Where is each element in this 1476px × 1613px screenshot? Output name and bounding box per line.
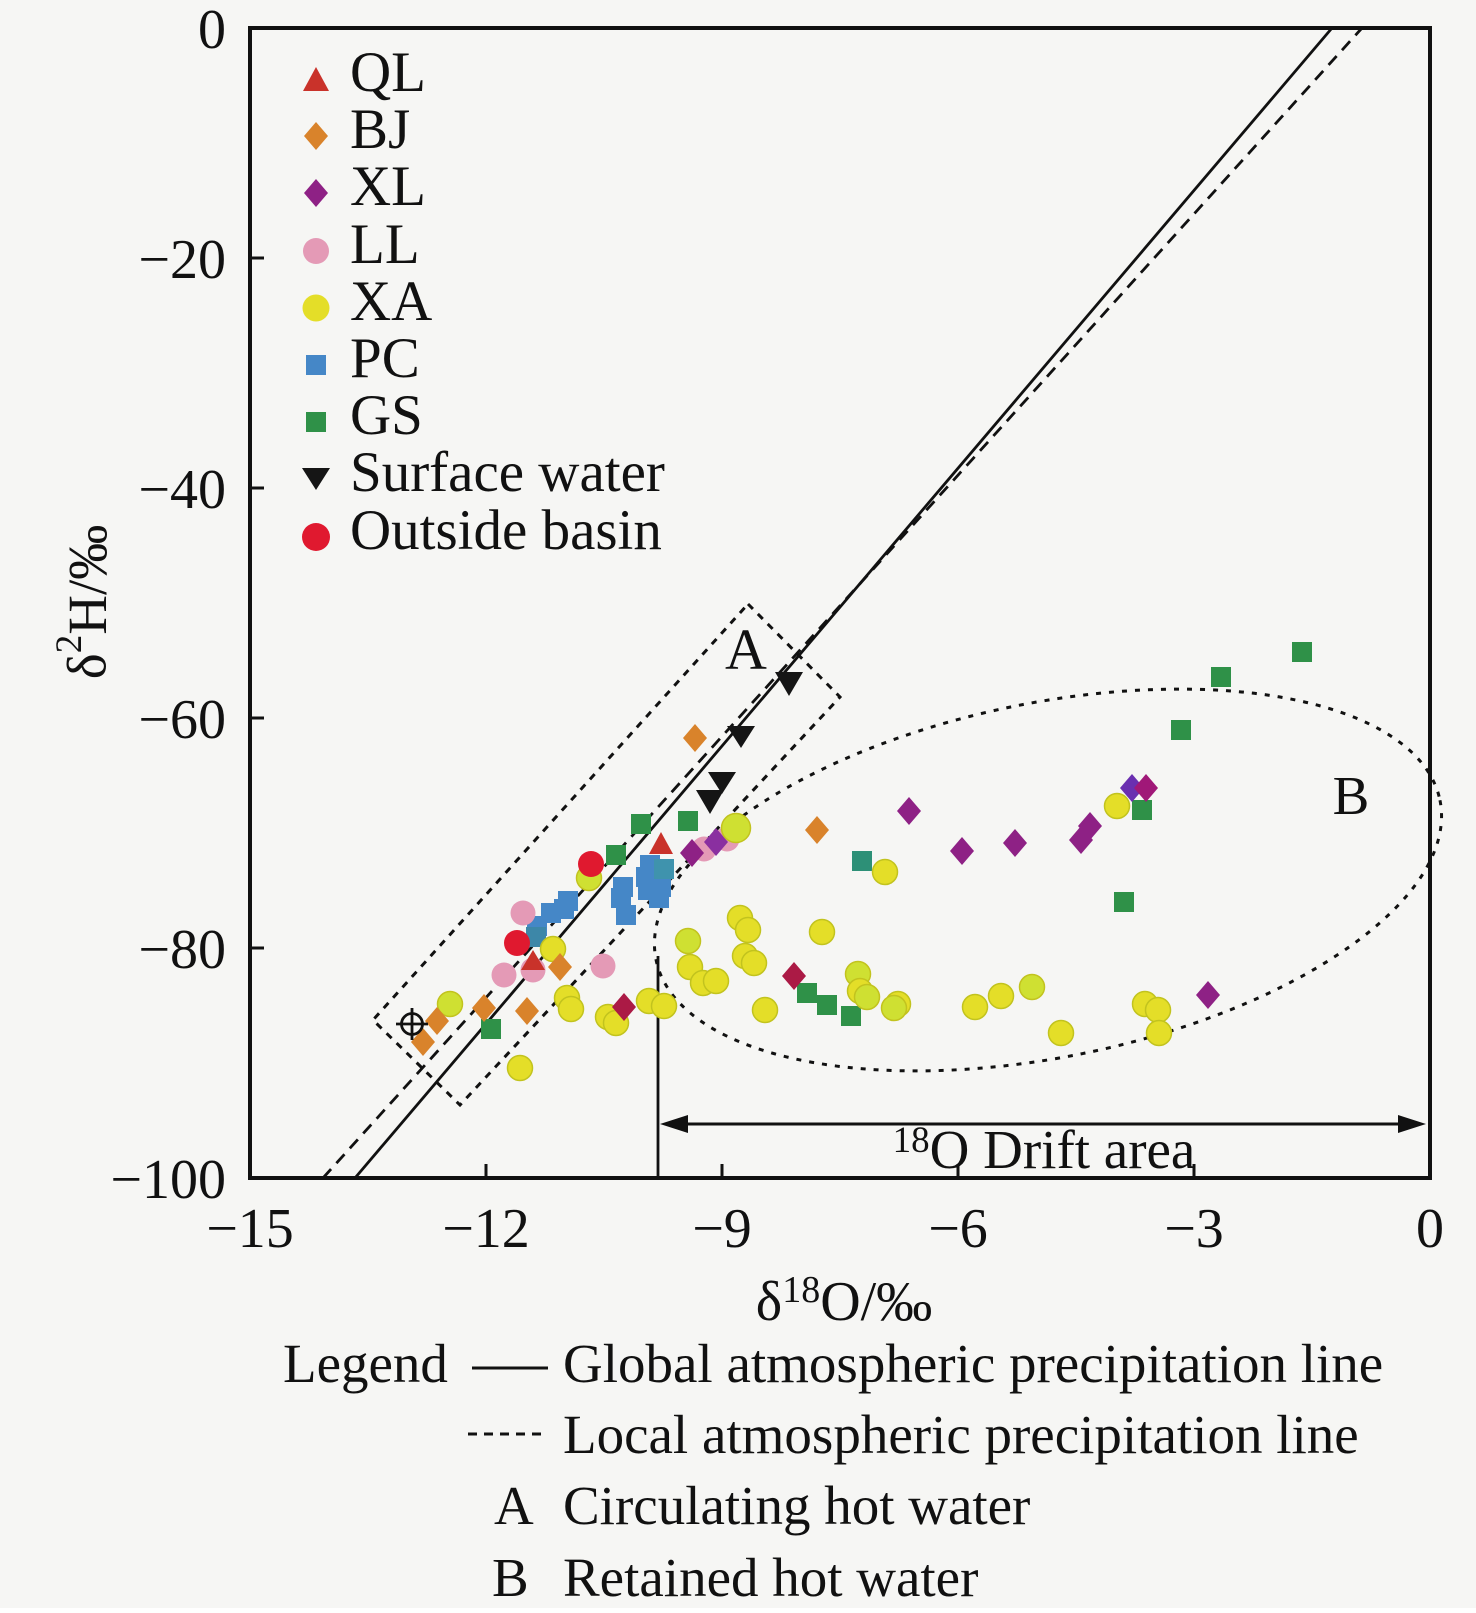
svg-text:Outside basin: Outside basin (350, 499, 662, 562)
svg-text:GS: GS (350, 384, 423, 447)
svg-text:−80: −80 (138, 919, 226, 981)
svg-text:XL: XL (350, 155, 426, 218)
svg-text:B: B (492, 1547, 529, 1608)
svg-text:−20: −20 (138, 229, 226, 291)
svg-text:−9: −9 (692, 1198, 752, 1260)
svg-text:18O Drift area: 18O Drift area (893, 1119, 1196, 1180)
svg-text:0: 0 (1416, 1198, 1444, 1260)
svg-text:0: 0 (198, 0, 226, 61)
svg-text:XA: XA (350, 270, 432, 333)
svg-text:Surface water: Surface water (350, 441, 665, 504)
svg-text:Global atmospheric precipitati: Global atmospheric precipitation line (563, 1333, 1383, 1394)
svg-text:Legend: Legend (283, 1333, 448, 1394)
svg-text:BJ: BJ (350, 98, 410, 161)
svg-text:A: A (494, 1475, 534, 1536)
svg-text:−15: −15 (206, 1198, 294, 1260)
svg-text:B: B (1333, 765, 1370, 826)
svg-text:δ2H/‰: δ2H/‰ (49, 525, 118, 679)
svg-text:Retained hot water: Retained hot water (563, 1547, 978, 1608)
svg-text:−3: −3 (1164, 1198, 1224, 1260)
svg-text:−100: −100 (110, 1149, 226, 1211)
svg-text:PC: PC (350, 327, 420, 390)
svg-text:QL: QL (350, 41, 426, 104)
svg-text:Circulating hot water: Circulating hot water (563, 1475, 1030, 1536)
svg-text:−6: −6 (928, 1198, 988, 1260)
svg-text:−40: −40 (138, 459, 226, 521)
svg-text:LL: LL (350, 213, 420, 276)
svg-text:Local atmospheric precipitatio: Local atmospheric precipitation line (563, 1404, 1359, 1465)
svg-text:A: A (725, 617, 767, 682)
svg-text:−60: −60 (138, 689, 226, 751)
svg-text:−12: −12 (442, 1198, 530, 1260)
